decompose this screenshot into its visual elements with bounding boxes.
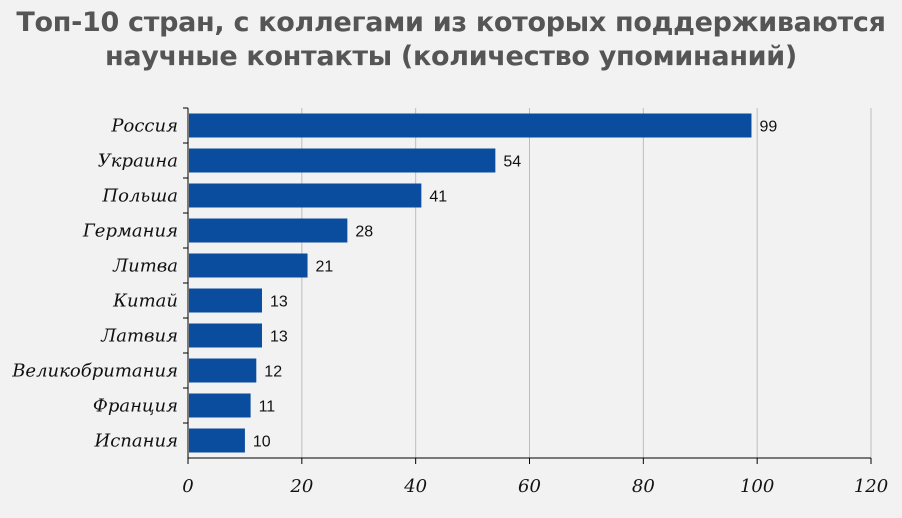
category-label: Испания [94, 431, 178, 452]
category-label: Китай [112, 291, 178, 312]
x-tick-label: 20 [289, 476, 313, 497]
x-tick-label: 120 [854, 476, 888, 497]
bar [189, 218, 348, 243]
data-label: 21 [316, 259, 334, 276]
category-label: Латвия [100, 326, 178, 347]
bar [189, 183, 422, 208]
chart-title-line-2: научные контакты (количество упоминаний) [105, 41, 797, 72]
bar [189, 288, 262, 313]
chart-title: Топ-10 стран, с коллегами из которых под… [0, 6, 902, 74]
x-tick-label: 80 [632, 476, 655, 497]
bar [189, 358, 257, 383]
category-label: Украина [98, 151, 178, 172]
x-tick-label: 40 [403, 476, 427, 497]
category-label: Литва [112, 256, 178, 277]
labels: 0 20 40 60 80 100 120 Россия 99 Украина 54 Польша 41… [11, 116, 888, 498]
data-label: 13 [270, 294, 288, 311]
x-tick-label: 100 [740, 476, 774, 497]
bar [189, 148, 496, 173]
category-label: Польша [101, 186, 178, 207]
bar [189, 393, 251, 418]
category-label: Франция [93, 396, 178, 417]
data-label: 54 [503, 154, 521, 171]
data-label: 10 [253, 434, 271, 451]
category-label: Германия [82, 221, 178, 242]
data-label: 28 [355, 224, 373, 241]
bar [189, 253, 308, 278]
axes [183, 107, 872, 464]
bar [189, 428, 245, 453]
bar [189, 323, 262, 348]
category-label: Россия [110, 116, 178, 137]
data-label: 11 [259, 399, 276, 416]
data-label: 41 [429, 189, 447, 206]
data-label: 99 [759, 119, 777, 136]
data-label: 12 [264, 364, 282, 381]
chart-title-line-1: Топ-10 стран, с коллегами из которых под… [16, 7, 886, 38]
x-tick-label: 60 [518, 476, 541, 497]
bars [189, 113, 752, 453]
bar [189, 113, 752, 138]
category-label: Великобритания [11, 361, 178, 382]
x-tick-label: 0 [182, 476, 193, 497]
data-label: 13 [270, 329, 288, 346]
